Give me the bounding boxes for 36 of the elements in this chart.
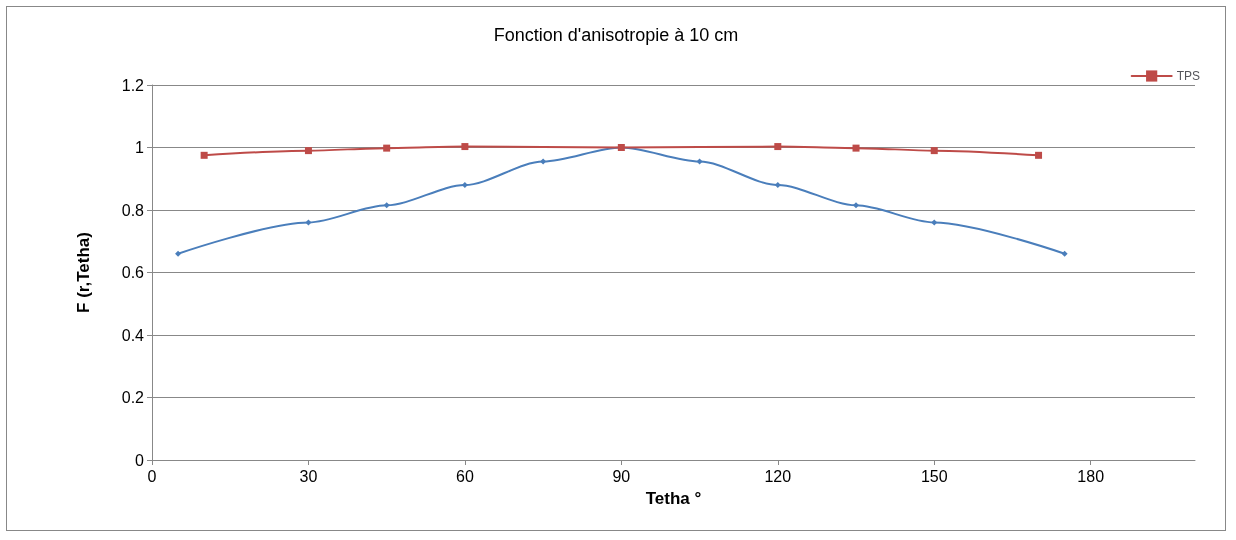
y-tick-label: 0.8 — [121, 201, 145, 219]
point — [304, 147, 312, 155]
x-axis-title: Tetha ° — [645, 489, 702, 508]
point — [461, 143, 469, 151]
point — [540, 158, 547, 165]
y-tick-label: 0.2 — [121, 389, 145, 406]
point — [852, 144, 860, 152]
y-tick-label: 0.4 — [121, 326, 145, 344]
x-tick-label: 90 — [612, 467, 631, 485]
y-tick-label: 0.6 — [121, 264, 145, 281]
point — [305, 219, 312, 226]
y-tick-label: 0 — [135, 451, 145, 469]
point — [461, 182, 468, 188]
point — [931, 219, 938, 226]
point — [1035, 151, 1043, 159]
y-tick-label: 1.2 — [121, 76, 145, 94]
point — [853, 202, 860, 209]
point — [774, 182, 781, 188]
point — [175, 250, 182, 257]
x-tick-label: 180 — [1077, 467, 1105, 485]
point — [774, 143, 782, 151]
x-tick-label: 30 — [299, 467, 318, 485]
legend-label: TPS — [1176, 69, 1201, 83]
point — [930, 147, 938, 155]
x-tick-label: 120 — [764, 467, 792, 485]
x-tick-label: 60 — [456, 467, 474, 485]
x-tick-label: 0 — [147, 467, 157, 485]
y-axis-title: F (r,Tetha) — [74, 232, 93, 313]
y-tick-label: 1 — [135, 139, 145, 156]
point — [383, 144, 391, 152]
point — [1061, 250, 1068, 257]
point — [383, 202, 390, 209]
x-tick-label: 150 — [920, 467, 948, 485]
point — [696, 158, 703, 165]
chart-title: Fonction d'anisotropie à 10 cm — [493, 25, 739, 45]
point — [200, 151, 208, 159]
